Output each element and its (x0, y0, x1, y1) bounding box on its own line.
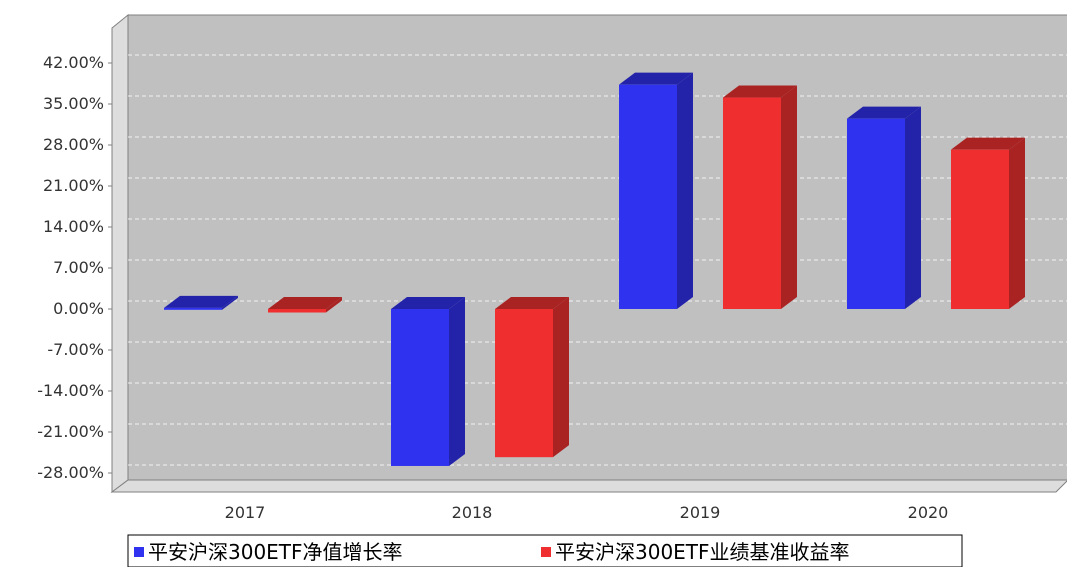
bar-side (326, 297, 342, 313)
bar-top (951, 137, 1025, 150)
y-tick-label: 7.00% (53, 258, 104, 277)
legend-label-1: 平安沪深300ETF净值增长率 (148, 540, 403, 564)
bar-2020-series-1 (847, 106, 921, 310)
y-tick-label: 28.00% (43, 135, 104, 154)
x-tick-label: 2019 (680, 503, 721, 522)
y-axis-ticks: 42.00% 35.00% 28.00% 21.00% 14.00% 7.00% 0.00%… (37, 53, 112, 482)
bar-top (164, 295, 238, 308)
bar-front (619, 84, 677, 310)
y-tick-label: 42.00% (43, 53, 104, 72)
plot-background (110, 13, 1067, 493)
bar-top (847, 106, 921, 119)
bar-side (222, 295, 238, 310)
bar-front (723, 97, 781, 309)
bar-2017-series-1 (164, 295, 238, 310)
plot-left-wall (111, 13, 129, 493)
x-tick-label: 2020 (908, 503, 949, 522)
x-tick-label: 2017 (225, 503, 266, 522)
y-tick-label: -21.00% (37, 422, 104, 441)
y-tick-label: 21.00% (43, 176, 104, 195)
y-tick-label: 35.00% (43, 94, 104, 113)
bar-2019-series-1 (619, 72, 693, 310)
bar-front (495, 309, 553, 458)
bar-front (164, 307, 222, 310)
y-tick-label: -28.00% (37, 463, 104, 482)
x-axis-ticks: 2017 2018 2019 2020 (225, 503, 949, 522)
bar-side (905, 106, 921, 310)
bar-top (619, 72, 693, 85)
bar-top (495, 297, 569, 309)
legend-label-2: 平安沪深300ETF业绩基准收益率 (555, 540, 850, 564)
bar-2017-series-2 (268, 297, 342, 313)
bar-side (677, 72, 693, 310)
bar-side (1009, 137, 1025, 309)
bar-2018-series-1 (391, 297, 465, 466)
legend-swatch-2 (541, 547, 551, 557)
bar-front (268, 309, 326, 313)
bar-front (847, 118, 905, 310)
plot-back-wall (127, 14, 1067, 481)
legend-swatch-1 (134, 547, 144, 557)
bar-top (723, 85, 797, 98)
bar-side (449, 297, 465, 466)
bar-side (781, 85, 797, 309)
bar-top (391, 297, 465, 309)
y-tick-label: 14.00% (43, 217, 104, 236)
x-tick-label: 2018 (452, 503, 493, 522)
bar-front (391, 309, 449, 466)
bar-side (553, 297, 569, 458)
legend: 平安沪深300ETF净值增长率 平安沪深300ETF业绩基准收益率 (127, 534, 963, 567)
bar-2019-series-2 (723, 85, 797, 309)
bar-top (268, 297, 342, 309)
plot-floor (110, 479, 1067, 493)
bar-2018-series-2 (495, 297, 569, 458)
bar-front (951, 149, 1009, 309)
bars (164, 72, 1025, 466)
y-tick-label: -14.00% (37, 381, 104, 400)
y-tick-label: 0.00% (53, 299, 104, 318)
y-tick-label: -7.00% (47, 340, 104, 359)
bar-2020-series-2 (951, 137, 1025, 309)
